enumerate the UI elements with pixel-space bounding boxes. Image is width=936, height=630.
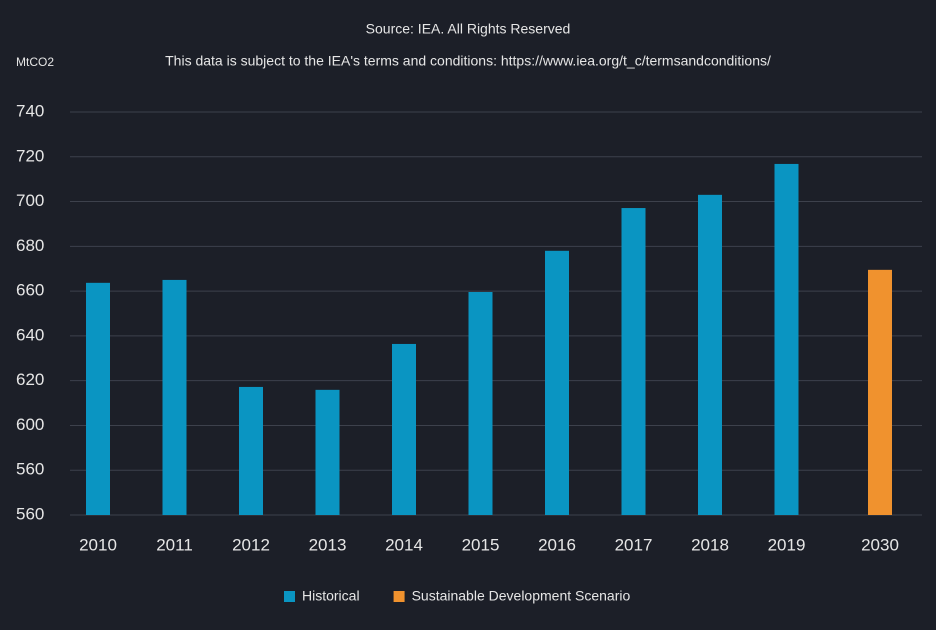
y-tick-label: 740 bbox=[16, 101, 44, 120]
bar bbox=[698, 194, 722, 516]
x-tick-label: 2013 bbox=[309, 535, 347, 554]
y-tick-label: 560 bbox=[16, 504, 44, 523]
bar bbox=[774, 163, 799, 516]
bar bbox=[621, 208, 646, 515]
x-tick-label: 2015 bbox=[462, 535, 500, 554]
y-tick-label: 560 bbox=[16, 460, 44, 479]
legend-label: Historical bbox=[302, 588, 360, 604]
bar bbox=[239, 386, 263, 515]
x-tick-label: 2014 bbox=[385, 535, 423, 554]
y-tick-label: 640 bbox=[16, 325, 44, 344]
bar bbox=[392, 343, 416, 515]
chart-title: Source: IEA. All Rights Reserved bbox=[366, 21, 571, 37]
bar bbox=[545, 250, 569, 516]
y-tick-label: 660 bbox=[16, 281, 44, 300]
x-tick-label: 2030 bbox=[861, 535, 899, 554]
y-tick-label: 620 bbox=[16, 370, 44, 389]
y-tick-label: 720 bbox=[16, 146, 44, 165]
bar bbox=[315, 389, 340, 515]
x-tick-label: 2012 bbox=[232, 535, 270, 554]
y-tick-label: 680 bbox=[16, 236, 44, 255]
bar bbox=[162, 279, 187, 515]
legend-swatch bbox=[393, 591, 405, 602]
x-tick-label: 2018 bbox=[691, 535, 729, 554]
y-tick-label: 700 bbox=[16, 191, 44, 210]
legend-label: Sustainable Development Scenario bbox=[412, 588, 631, 604]
y-tick-label: 600 bbox=[16, 415, 44, 434]
x-tick-label: 2016 bbox=[538, 535, 576, 554]
x-tick-label: 2019 bbox=[768, 535, 806, 554]
x-tick-label: 2011 bbox=[156, 535, 193, 554]
x-tick-label: 2017 bbox=[615, 535, 653, 554]
bar bbox=[868, 269, 892, 515]
y-axis-label: MtCO2 bbox=[16, 55, 54, 69]
bar bbox=[86, 282, 110, 515]
bar bbox=[468, 292, 493, 515]
x-tick-label: 2010 bbox=[79, 535, 117, 554]
legend-swatch bbox=[284, 591, 295, 602]
chart-subtitle: This data is subject to the IEA's terms … bbox=[165, 53, 771, 69]
